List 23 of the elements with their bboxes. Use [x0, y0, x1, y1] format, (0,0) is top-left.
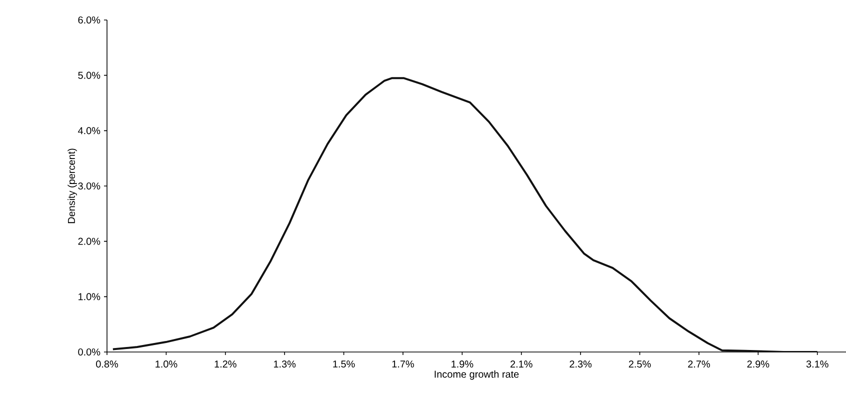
y-tick-label: 1.0% — [78, 293, 100, 300]
y-tick-label: 2.0% — [78, 238, 100, 245]
x-tick-label: 0.8% — [96, 360, 118, 368]
x-tick-label: 2.9% — [747, 360, 770, 368]
y-axis-title: Density (percent) — [68, 148, 77, 224]
y-tick-label: 4.0% — [78, 127, 100, 134]
x-tick-label: 3.1% — [806, 360, 828, 368]
x-axis-title: Income growth rate — [434, 370, 519, 380]
x-tick-label: 1.0% — [156, 360, 178, 368]
x-tick-label: 1.3% — [274, 360, 296, 368]
x-tick-label: 1.9% — [452, 360, 474, 368]
y-tick-label: 5.0% — [78, 72, 100, 79]
x-tick-label: 2.5% — [628, 360, 651, 368]
y-tick-label: 3.0% — [78, 182, 100, 190]
line-series — [112, 77, 818, 352]
x-tick-label: 1.5% — [333, 360, 355, 368]
x-tick-label: 2.7% — [688, 360, 710, 368]
x-tick-label: 2.1% — [510, 360, 532, 368]
x-tick-label: 1.7% — [392, 360, 414, 368]
y-tick-label: 6.0% — [78, 16, 100, 24]
x-tick-label: 1.2% — [214, 360, 236, 368]
y-tick-label: 0.0% — [78, 348, 100, 356]
x-tick-label: 2.3% — [570, 360, 592, 368]
